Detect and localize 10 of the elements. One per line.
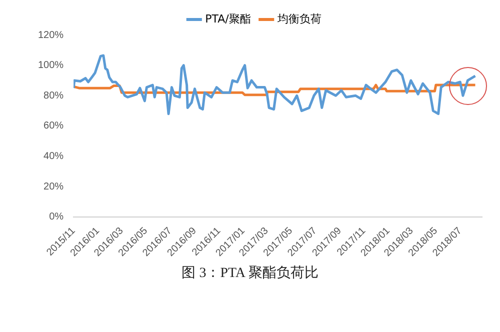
legend-label: PTA/聚酯 [205, 12, 251, 26]
y-tick-label: 120% [38, 30, 64, 41]
y-tick-label: 100% [38, 60, 64, 72]
y-tick-label: 40% [44, 151, 64, 162]
legend-label: 均衡负荷 [276, 12, 322, 26]
text: 图 3：PTA 聚酯负荷比 [180, 264, 320, 282]
y-tick-label: 80% [44, 90, 64, 102]
y-tick-label: 20% [44, 181, 64, 192]
y-tick-label: 0% [49, 212, 64, 223]
y-tick-label: 60% [44, 120, 64, 132]
